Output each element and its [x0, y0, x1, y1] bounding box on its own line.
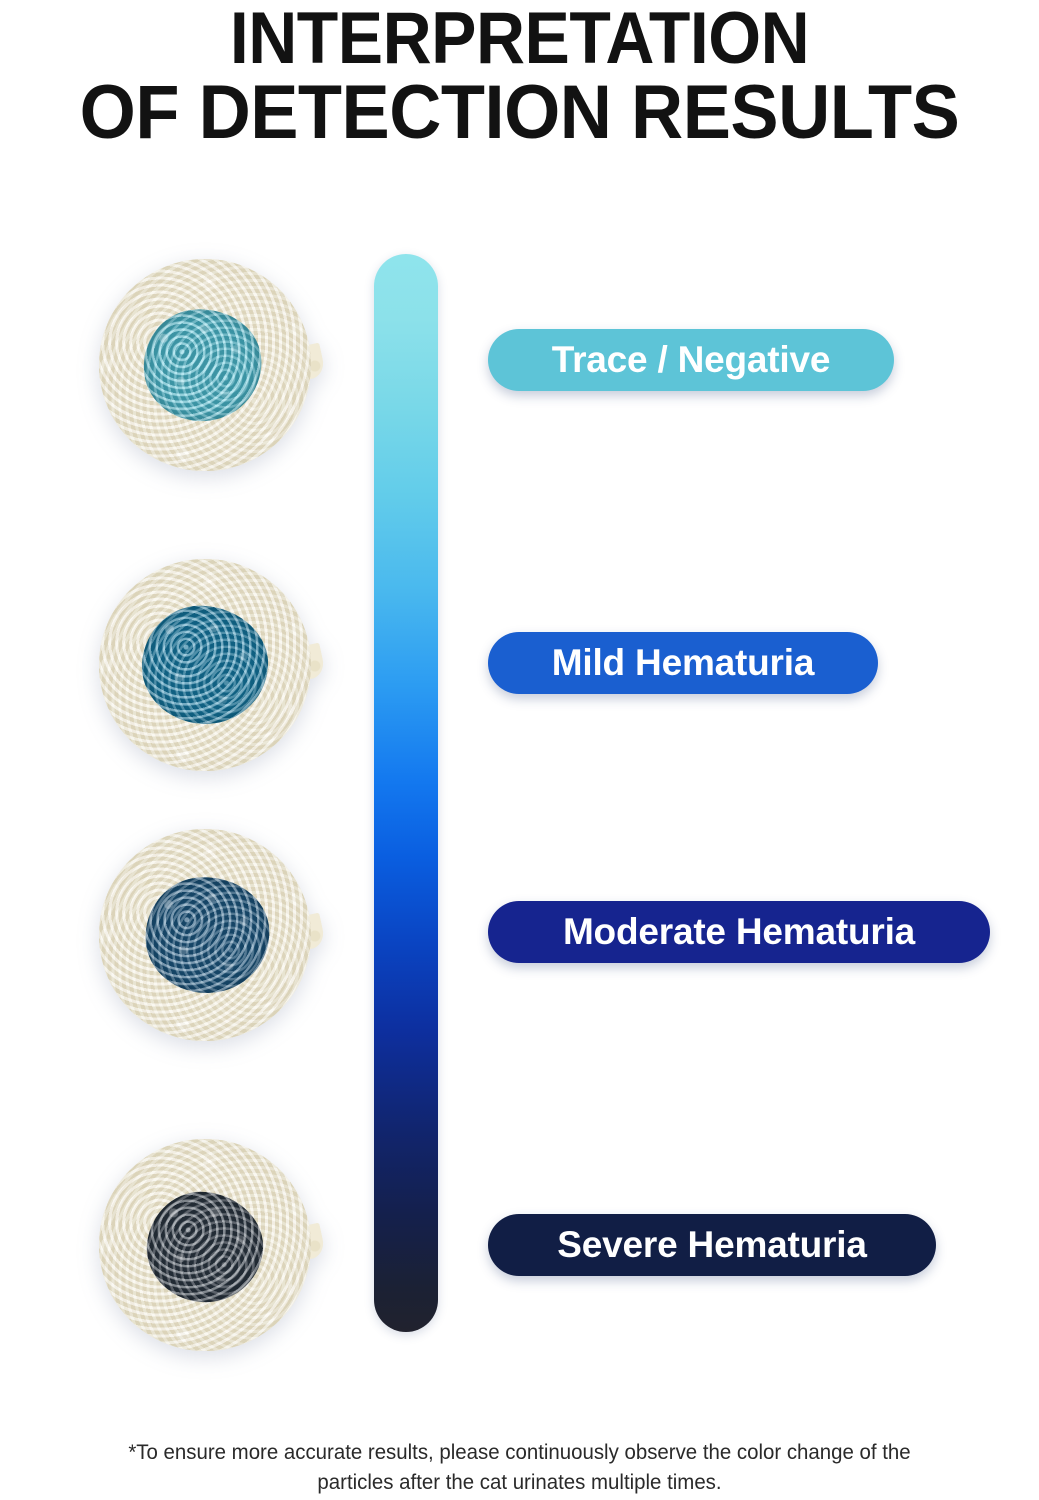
litter-sample-mild-hematuria: [99, 559, 327, 771]
litter-pellet-field: [99, 829, 311, 1041]
hematuria-color-scale-bar: [374, 254, 438, 1332]
footnote-line-1: *To ensure more accurate results, please…: [128, 1440, 911, 1464]
page-title-line-2: OF DETECTION RESULTS: [79, 70, 960, 155]
litter-sample-moderate-hematuria: [99, 829, 327, 1041]
litter-disc: [99, 259, 311, 471]
result-pill-trace-negative[interactable]: Trace / Negative: [488, 329, 894, 391]
litter-pellet-field: [99, 1139, 311, 1351]
litter-sample-trace-negative: [99, 259, 327, 471]
result-pill-moderate-hematuria[interactable]: Moderate Hematuria: [488, 901, 990, 963]
result-pill-severe-hematuria[interactable]: Severe Hematuria: [488, 1214, 936, 1276]
litter-disc: [99, 829, 311, 1041]
result-pill-label: Trace / Negative: [551, 339, 831, 380]
result-pill-label: Mild Hematuria: [551, 642, 815, 683]
page-title: INTERPRETATION OF DETECTION RESULTS: [0, 0, 1039, 155]
footnote: *To ensure more accurate results, please…: [26, 1437, 1013, 1497]
result-pill-mild-hematuria[interactable]: Mild Hematuria: [488, 632, 878, 694]
litter-disc: [99, 559, 311, 771]
result-pill-label: Moderate Hematuria: [562, 911, 916, 952]
litter-disc: [99, 1139, 311, 1351]
page-title-line-1: INTERPRETATION: [229, 0, 810, 79]
footnote-line-2: particles after the cat urinates multipl…: [317, 1470, 722, 1494]
result-pill-label: Severe Hematuria: [557, 1224, 867, 1265]
litter-sample-severe-hematuria: [99, 1139, 327, 1351]
